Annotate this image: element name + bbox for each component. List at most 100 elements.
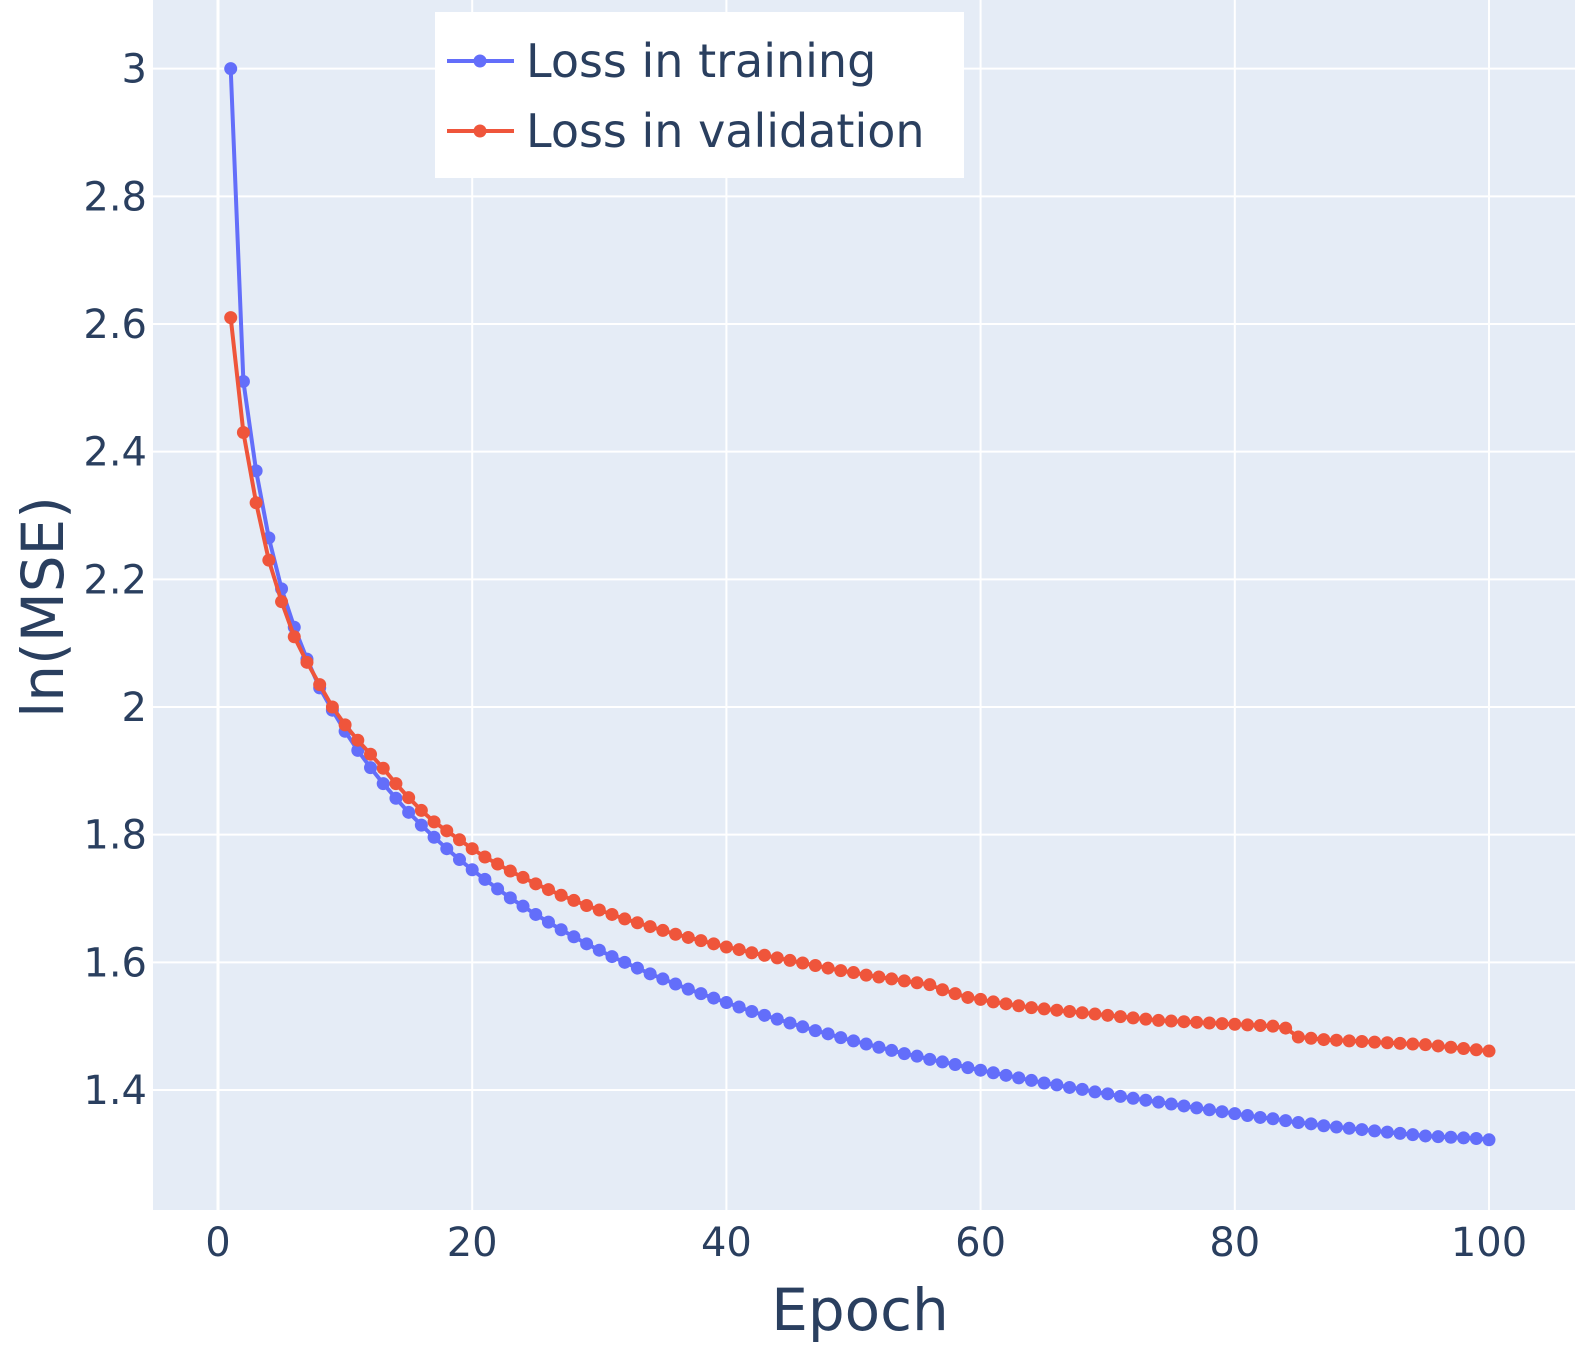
x-tick-label: 60	[955, 1220, 1006, 1266]
x-tick-label: 20	[447, 1220, 498, 1266]
data-point	[986, 1066, 1000, 1080]
data-point	[1101, 1087, 1115, 1101]
data-point	[1482, 1133, 1496, 1147]
data-point	[503, 864, 517, 878]
data-point	[859, 1037, 873, 1051]
legend-label: Loss in training	[526, 34, 876, 88]
y-tick-label: 1.4	[83, 1068, 147, 1114]
data-point	[389, 777, 403, 791]
data-point	[669, 927, 683, 941]
series-layer	[224, 62, 1496, 1147]
data-point	[1304, 1031, 1318, 1045]
data-point	[465, 863, 479, 877]
data-point	[758, 948, 772, 962]
data-point	[1253, 1110, 1267, 1124]
data-point	[1088, 1085, 1102, 1099]
data-point	[1380, 1036, 1394, 1050]
data-point	[1190, 1015, 1204, 1029]
data-point	[618, 955, 632, 969]
data-point	[1393, 1126, 1407, 1140]
data-point	[478, 850, 492, 864]
data-point	[783, 1016, 797, 1030]
data-point	[1393, 1036, 1407, 1050]
series-training	[224, 62, 1496, 1147]
data-point	[935, 983, 949, 997]
data-point	[1431, 1130, 1445, 1144]
data-point	[1418, 1129, 1432, 1143]
data-point	[1368, 1124, 1382, 1138]
data-point	[859, 968, 873, 982]
data-point	[1088, 1007, 1102, 1021]
data-point	[440, 842, 454, 856]
data-point	[1063, 1004, 1077, 1018]
data-point	[1012, 999, 1026, 1013]
data-point	[1126, 1091, 1140, 1105]
data-point	[656, 923, 670, 937]
data-point	[910, 976, 924, 990]
data-point	[897, 974, 911, 988]
data-point	[1177, 1015, 1191, 1029]
data-point	[1139, 1093, 1153, 1107]
data-point	[1126, 1011, 1140, 1025]
data-point	[1152, 1095, 1166, 1109]
data-point	[452, 833, 466, 847]
data-point	[770, 1012, 784, 1026]
data-point	[1228, 1017, 1242, 1031]
data-point	[402, 791, 416, 805]
data-point	[1012, 1071, 1026, 1085]
x-axis-title: Epoch	[771, 1276, 949, 1344]
data-point	[1241, 1109, 1255, 1123]
data-point	[643, 967, 657, 981]
y-tick-label: 2.4	[83, 430, 147, 476]
data-point	[236, 374, 250, 388]
data-point	[1444, 1040, 1458, 1054]
data-point	[618, 912, 632, 926]
data-point	[452, 853, 466, 867]
legend: Loss in training Loss in validation	[435, 12, 964, 178]
data-point	[1113, 1010, 1127, 1024]
data-point	[1355, 1123, 1369, 1137]
data-point	[961, 1061, 975, 1075]
data-point	[1075, 1082, 1089, 1096]
data-point	[529, 907, 543, 921]
y-axis-title: ln(MSE)	[9, 496, 77, 718]
data-point	[516, 870, 530, 884]
data-point	[1202, 1103, 1216, 1117]
data-point	[847, 966, 860, 980]
x-tick-label: 100	[1451, 1220, 1527, 1266]
data-point	[656, 972, 670, 986]
x-tick-label: 80	[1209, 1220, 1260, 1266]
data-point	[1291, 1116, 1305, 1130]
data-point	[275, 595, 289, 609]
data-point	[707, 937, 721, 951]
data-point	[732, 1000, 746, 1014]
data-point	[376, 777, 390, 791]
data-point	[1317, 1119, 1331, 1133]
data-point	[1457, 1042, 1471, 1056]
data-point	[630, 961, 644, 975]
x-tick-label: 0	[205, 1220, 230, 1266]
data-point	[592, 903, 606, 917]
data-point	[1050, 1078, 1064, 1092]
data-point	[758, 1008, 772, 1022]
data-point	[885, 972, 899, 986]
data-point	[465, 842, 479, 856]
data-point	[491, 857, 505, 871]
data-point	[1444, 1130, 1458, 1144]
data-point	[796, 1020, 810, 1034]
data-point	[1380, 1125, 1394, 1139]
y-tick-labels: 1.4 1.6 1.8 2 2.2 2.4 2.6 2.8 3	[83, 47, 147, 1114]
data-point	[605, 950, 619, 964]
data-point	[834, 1031, 848, 1045]
data-point	[541, 883, 555, 897]
data-point	[986, 995, 1000, 1009]
x-tick-label: 40	[701, 1220, 752, 1266]
data-point	[1291, 1030, 1305, 1044]
data-point	[808, 1024, 822, 1038]
data-point	[1177, 1099, 1191, 1113]
data-point	[910, 1049, 924, 1063]
data-point	[1024, 1073, 1038, 1087]
data-point	[1406, 1037, 1420, 1051]
data-point	[923, 1052, 937, 1066]
